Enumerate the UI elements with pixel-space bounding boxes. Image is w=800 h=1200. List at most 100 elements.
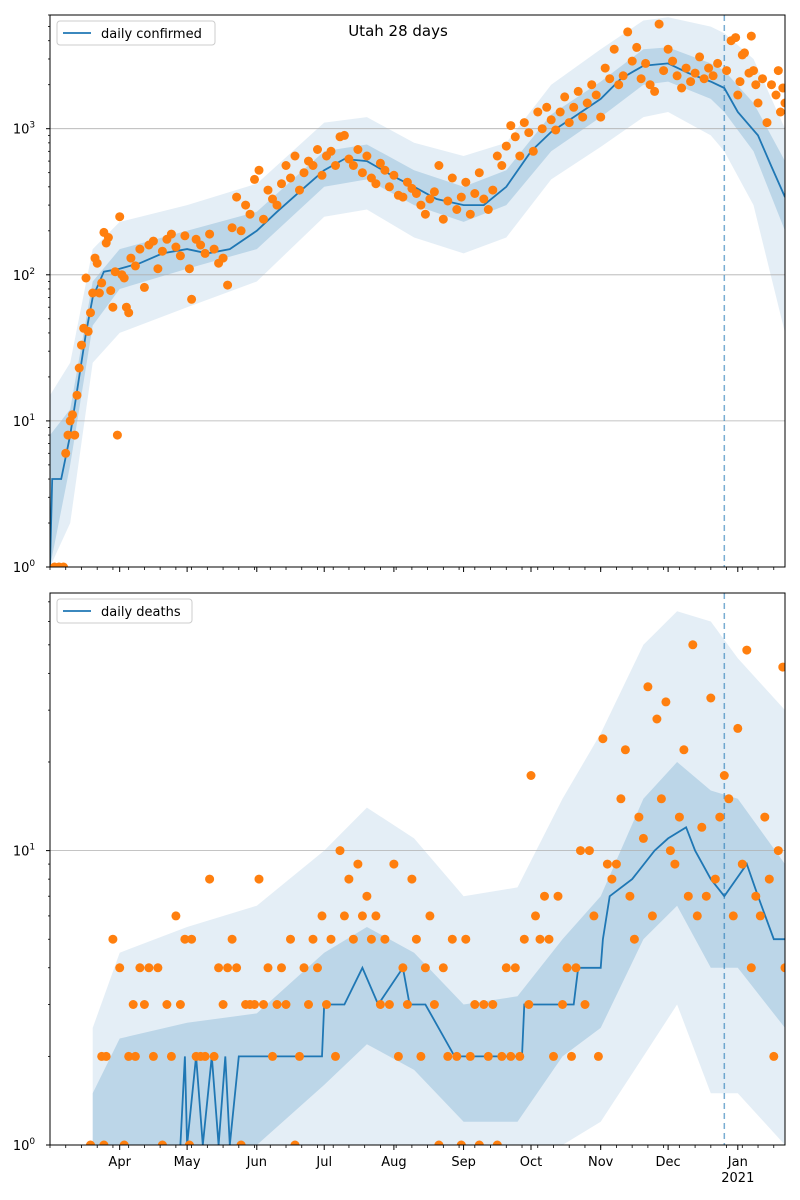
data-point (753, 98, 763, 108)
data-point (549, 1051, 558, 1061)
data-point (663, 44, 673, 54)
data-point (492, 1140, 502, 1145)
data-point (157, 1140, 167, 1145)
data-point (713, 58, 723, 68)
data-point (438, 214, 448, 224)
data-point (416, 200, 426, 210)
legend: daily confirmed (56, 20, 216, 46)
data-point (497, 1051, 507, 1061)
data-point (317, 911, 327, 921)
data-point (519, 118, 529, 128)
data-point (638, 833, 648, 843)
x-tick-label: Dec (656, 1155, 681, 1170)
data-point (286, 173, 295, 183)
data-point (681, 63, 691, 73)
data-point (420, 963, 430, 973)
data-point (153, 264, 163, 274)
data-point (528, 146, 538, 156)
data-point (533, 107, 543, 117)
data-point (348, 934, 358, 944)
data-point (555, 107, 565, 117)
data-point (110, 267, 120, 277)
data-point (77, 340, 86, 350)
data-point (607, 874, 617, 884)
data-point (411, 189, 421, 198)
data-point (223, 280, 233, 290)
data-point (326, 146, 336, 156)
x-tick-label: Apr (108, 1155, 131, 1170)
data-point (139, 1000, 149, 1009)
data-point (227, 223, 237, 233)
data-point (74, 363, 84, 373)
data-point (479, 194, 489, 204)
data-point (241, 200, 251, 210)
data-point (767, 80, 776, 90)
data-point (128, 1000, 138, 1009)
data-point (263, 185, 273, 195)
data-point (425, 194, 435, 204)
outer-uncertainty-band (92, 611, 785, 1145)
data-point (308, 161, 318, 170)
data-point (443, 196, 453, 206)
data-point (737, 859, 747, 869)
data-point (371, 911, 381, 921)
data-point (591, 90, 601, 100)
data-point (250, 174, 259, 184)
data-point (697, 822, 707, 832)
data-point (447, 934, 457, 944)
data-point (290, 1140, 300, 1145)
data-point (492, 151, 502, 161)
data-point (61, 448, 71, 458)
data-point (580, 1000, 590, 1009)
data-point (308, 934, 318, 944)
data-point (719, 771, 729, 780)
data-point (124, 308, 134, 318)
data-point (124, 1051, 134, 1061)
data-point (108, 934, 118, 944)
data-point (650, 86, 660, 96)
data-point (380, 165, 390, 175)
data-point (531, 911, 540, 921)
data-point (526, 771, 536, 780)
data-point (634, 812, 644, 822)
data-point (214, 963, 224, 973)
data-point (184, 1140, 194, 1145)
data-point (690, 68, 700, 78)
data-point (353, 145, 363, 154)
data-point (209, 1051, 219, 1061)
data-point (254, 874, 264, 884)
data-point (596, 112, 606, 122)
data-point (582, 98, 592, 108)
data-point (578, 112, 588, 122)
data-point (130, 1051, 140, 1061)
y-tick-exponent: 3 (29, 121, 35, 131)
data-point (501, 963, 511, 973)
data-point (470, 189, 480, 198)
data-point (357, 911, 367, 921)
axes-frame (49, 592, 786, 1146)
data-point (398, 192, 408, 202)
data-point (679, 745, 689, 755)
data-point (746, 963, 756, 973)
data-point (97, 278, 107, 288)
data-point (254, 165, 264, 175)
data-point (474, 168, 484, 178)
data-point (393, 1051, 403, 1061)
data-point (598, 734, 608, 744)
data-point (535, 934, 545, 944)
data-point (524, 1000, 534, 1009)
data-point (625, 891, 635, 901)
data-point (567, 1051, 576, 1061)
data-point (488, 1000, 498, 1009)
data-point (728, 911, 738, 921)
data-point (465, 209, 475, 219)
data-point (479, 1000, 489, 1009)
data-point (68, 410, 77, 420)
data-point (223, 963, 233, 973)
data-point (560, 92, 570, 102)
data-point (232, 963, 242, 973)
data-point (576, 846, 585, 856)
data-point (263, 963, 273, 973)
data-point (773, 846, 783, 856)
data-point (562, 963, 572, 973)
